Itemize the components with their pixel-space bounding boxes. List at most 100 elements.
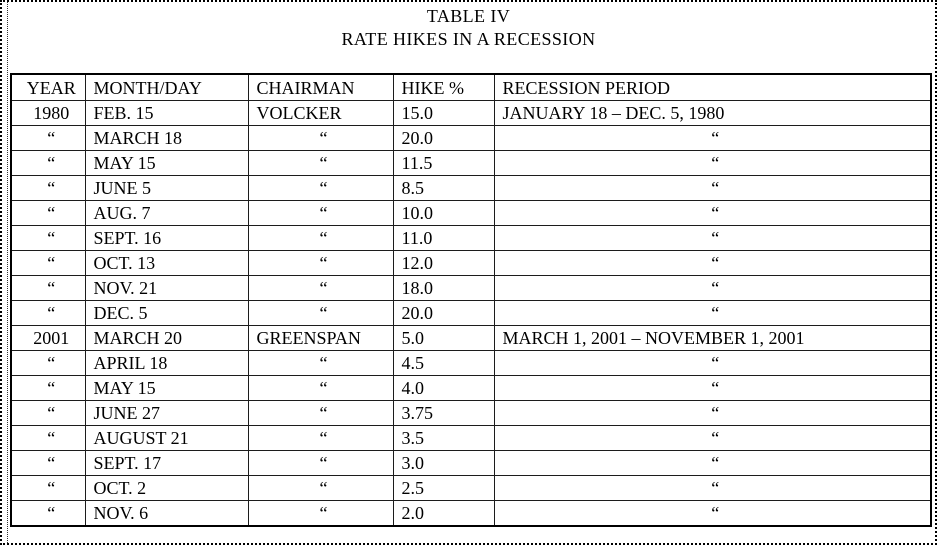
table-cell: MARCH 18	[84, 125, 249, 151]
table-row: “MAY 15 “4.0 “	[10, 375, 932, 401]
table-row: “OCT. 2 “2.5 “	[10, 475, 932, 501]
table-row: 1980 FEB. 15 VOLCKER 15.0 JANUARY 18 – DEC. …	[10, 100, 932, 126]
table-cell: “	[493, 350, 932, 376]
table-cell: “	[493, 500, 932, 527]
table-cell: “	[10, 350, 86, 376]
table-cell: 3.75	[392, 400, 495, 426]
table-cell: “	[247, 125, 394, 151]
table-cell: 18.0	[392, 275, 495, 301]
page-left-edge-rule	[7, 2, 8, 543]
table-cell: “	[10, 450, 86, 476]
table-cell: “	[247, 200, 394, 226]
rate-hikes-table: YEAR MONTH/DAY CHAIRMAN HIKE % RECESSION PER…	[10, 73, 932, 527]
table-cell: “	[493, 375, 932, 401]
table-cell: “	[10, 225, 86, 251]
table-cell: “	[493, 450, 932, 476]
table-cell: MARCH 20	[84, 325, 249, 351]
table-cell: 1980	[10, 100, 86, 126]
table-cell: “	[10, 250, 86, 276]
table-row: 2001 MARCH 20 GREENSPAN 5.0 MARCH 1, 2001 – …	[10, 325, 932, 351]
table-cell: “	[247, 300, 394, 326]
table-cell: “	[247, 500, 394, 527]
column-header: CHAIRMAN	[247, 73, 394, 101]
table-row: “AUG. 7 “10.0 “	[10, 200, 932, 226]
table-cell: JUNE 27	[84, 400, 249, 426]
table-cell: “	[247, 375, 394, 401]
table-cell: GREENSPAN	[247, 325, 394, 351]
table-cell: FEB. 15	[84, 100, 249, 126]
table-cell: “	[493, 400, 932, 426]
table-cell: AUGUST 21	[84, 425, 249, 451]
table-cell: “	[493, 225, 932, 251]
table-cell: 3.5	[392, 425, 495, 451]
table-cell: “	[247, 275, 394, 301]
table-cell: NOV. 21	[84, 275, 249, 301]
table-cell: 20.0	[392, 300, 495, 326]
table-cell: “	[493, 200, 932, 226]
table-cell: “	[493, 300, 932, 326]
table-cell: “	[10, 175, 86, 201]
table-cell: OCT. 2	[84, 475, 249, 501]
table-cell: “	[247, 175, 394, 201]
table-row: “AUGUST 21 “3.5 “	[10, 425, 932, 451]
table-cell: 4.5	[392, 350, 495, 376]
table-title: TABLE IV	[426, 6, 511, 26]
column-header: YEAR	[10, 73, 86, 101]
table-cell: DEC. 5	[84, 300, 249, 326]
table-cell: “	[10, 425, 86, 451]
table-cell: “	[247, 150, 394, 176]
table-cell: “	[493, 250, 932, 276]
table-cell: “	[493, 475, 932, 501]
table-row: “NOV. 21 “18.0 “	[10, 275, 932, 301]
table-cell: 2001	[10, 325, 86, 351]
table-cell: “	[493, 425, 932, 451]
table-cell: NOV. 6	[84, 500, 249, 527]
table-cell: “	[493, 275, 932, 301]
table-cell: “	[247, 400, 394, 426]
table-cell: 15.0	[392, 100, 495, 126]
table-cell: 10.0	[392, 200, 495, 226]
table-body: 1980 FEB. 15 VOLCKER 15.0 JANUARY 18 – DEC. …	[10, 100, 932, 527]
table-cell: “	[10, 275, 86, 301]
table-cell: MARCH 1, 2001 – NOVEMBER 1, 2001	[493, 325, 932, 351]
column-header: HIKE %	[392, 73, 495, 101]
column-header: MONTH/DAY	[84, 73, 249, 101]
table-cell: 11.5	[392, 150, 495, 176]
table-cell: “	[247, 450, 394, 476]
table-cell: 20.0	[392, 125, 495, 151]
table-cell: “	[10, 500, 86, 527]
table-cell: VOLCKER	[247, 100, 394, 126]
table-cell: 5.0	[392, 325, 495, 351]
table-cell: 2.0	[392, 500, 495, 527]
table-cell: “	[493, 125, 932, 151]
table-cell: 8.5	[392, 175, 495, 201]
table-row: “JUNE 27 “3.75 “	[10, 400, 932, 426]
table-row: “MARCH 18 “20.0 “	[10, 125, 932, 151]
table-cell: OCT. 13	[84, 250, 249, 276]
table-cell: AUG. 7	[84, 200, 249, 226]
table-cell: “	[247, 250, 394, 276]
table-cell: “	[10, 150, 86, 176]
table-cell: JUNE 5	[84, 175, 249, 201]
table-cell: 2.5	[392, 475, 495, 501]
table-cell: “	[10, 375, 86, 401]
table-subtitle: RATE HIKES IN A RECESSION	[341, 29, 596, 49]
table-cell: MAY 15	[84, 375, 249, 401]
table-cell: “	[247, 225, 394, 251]
table-cell: “	[247, 425, 394, 451]
table-cell: MAY 15	[84, 150, 249, 176]
table-cell: “	[10, 300, 86, 326]
table-cell: “	[10, 125, 86, 151]
column-header: RECESSION PERIOD	[493, 73, 932, 101]
table-cell: “	[247, 475, 394, 501]
table-cell: SEPT. 17	[84, 450, 249, 476]
table-row: “NOV. 6 “2.0 “	[10, 500, 932, 527]
table-cell: 3.0	[392, 450, 495, 476]
table-cell: JANUARY 18 – DEC. 5, 1980	[493, 100, 932, 126]
table-cell: APRIL 18	[84, 350, 249, 376]
table-cell: SEPT. 16	[84, 225, 249, 251]
table-row: “APRIL 18 “4.5 “	[10, 350, 932, 376]
table-cell: 11.0	[392, 225, 495, 251]
header-row: YEAR MONTH/DAY CHAIRMAN HIKE % RECESSION PER…	[10, 73, 932, 101]
